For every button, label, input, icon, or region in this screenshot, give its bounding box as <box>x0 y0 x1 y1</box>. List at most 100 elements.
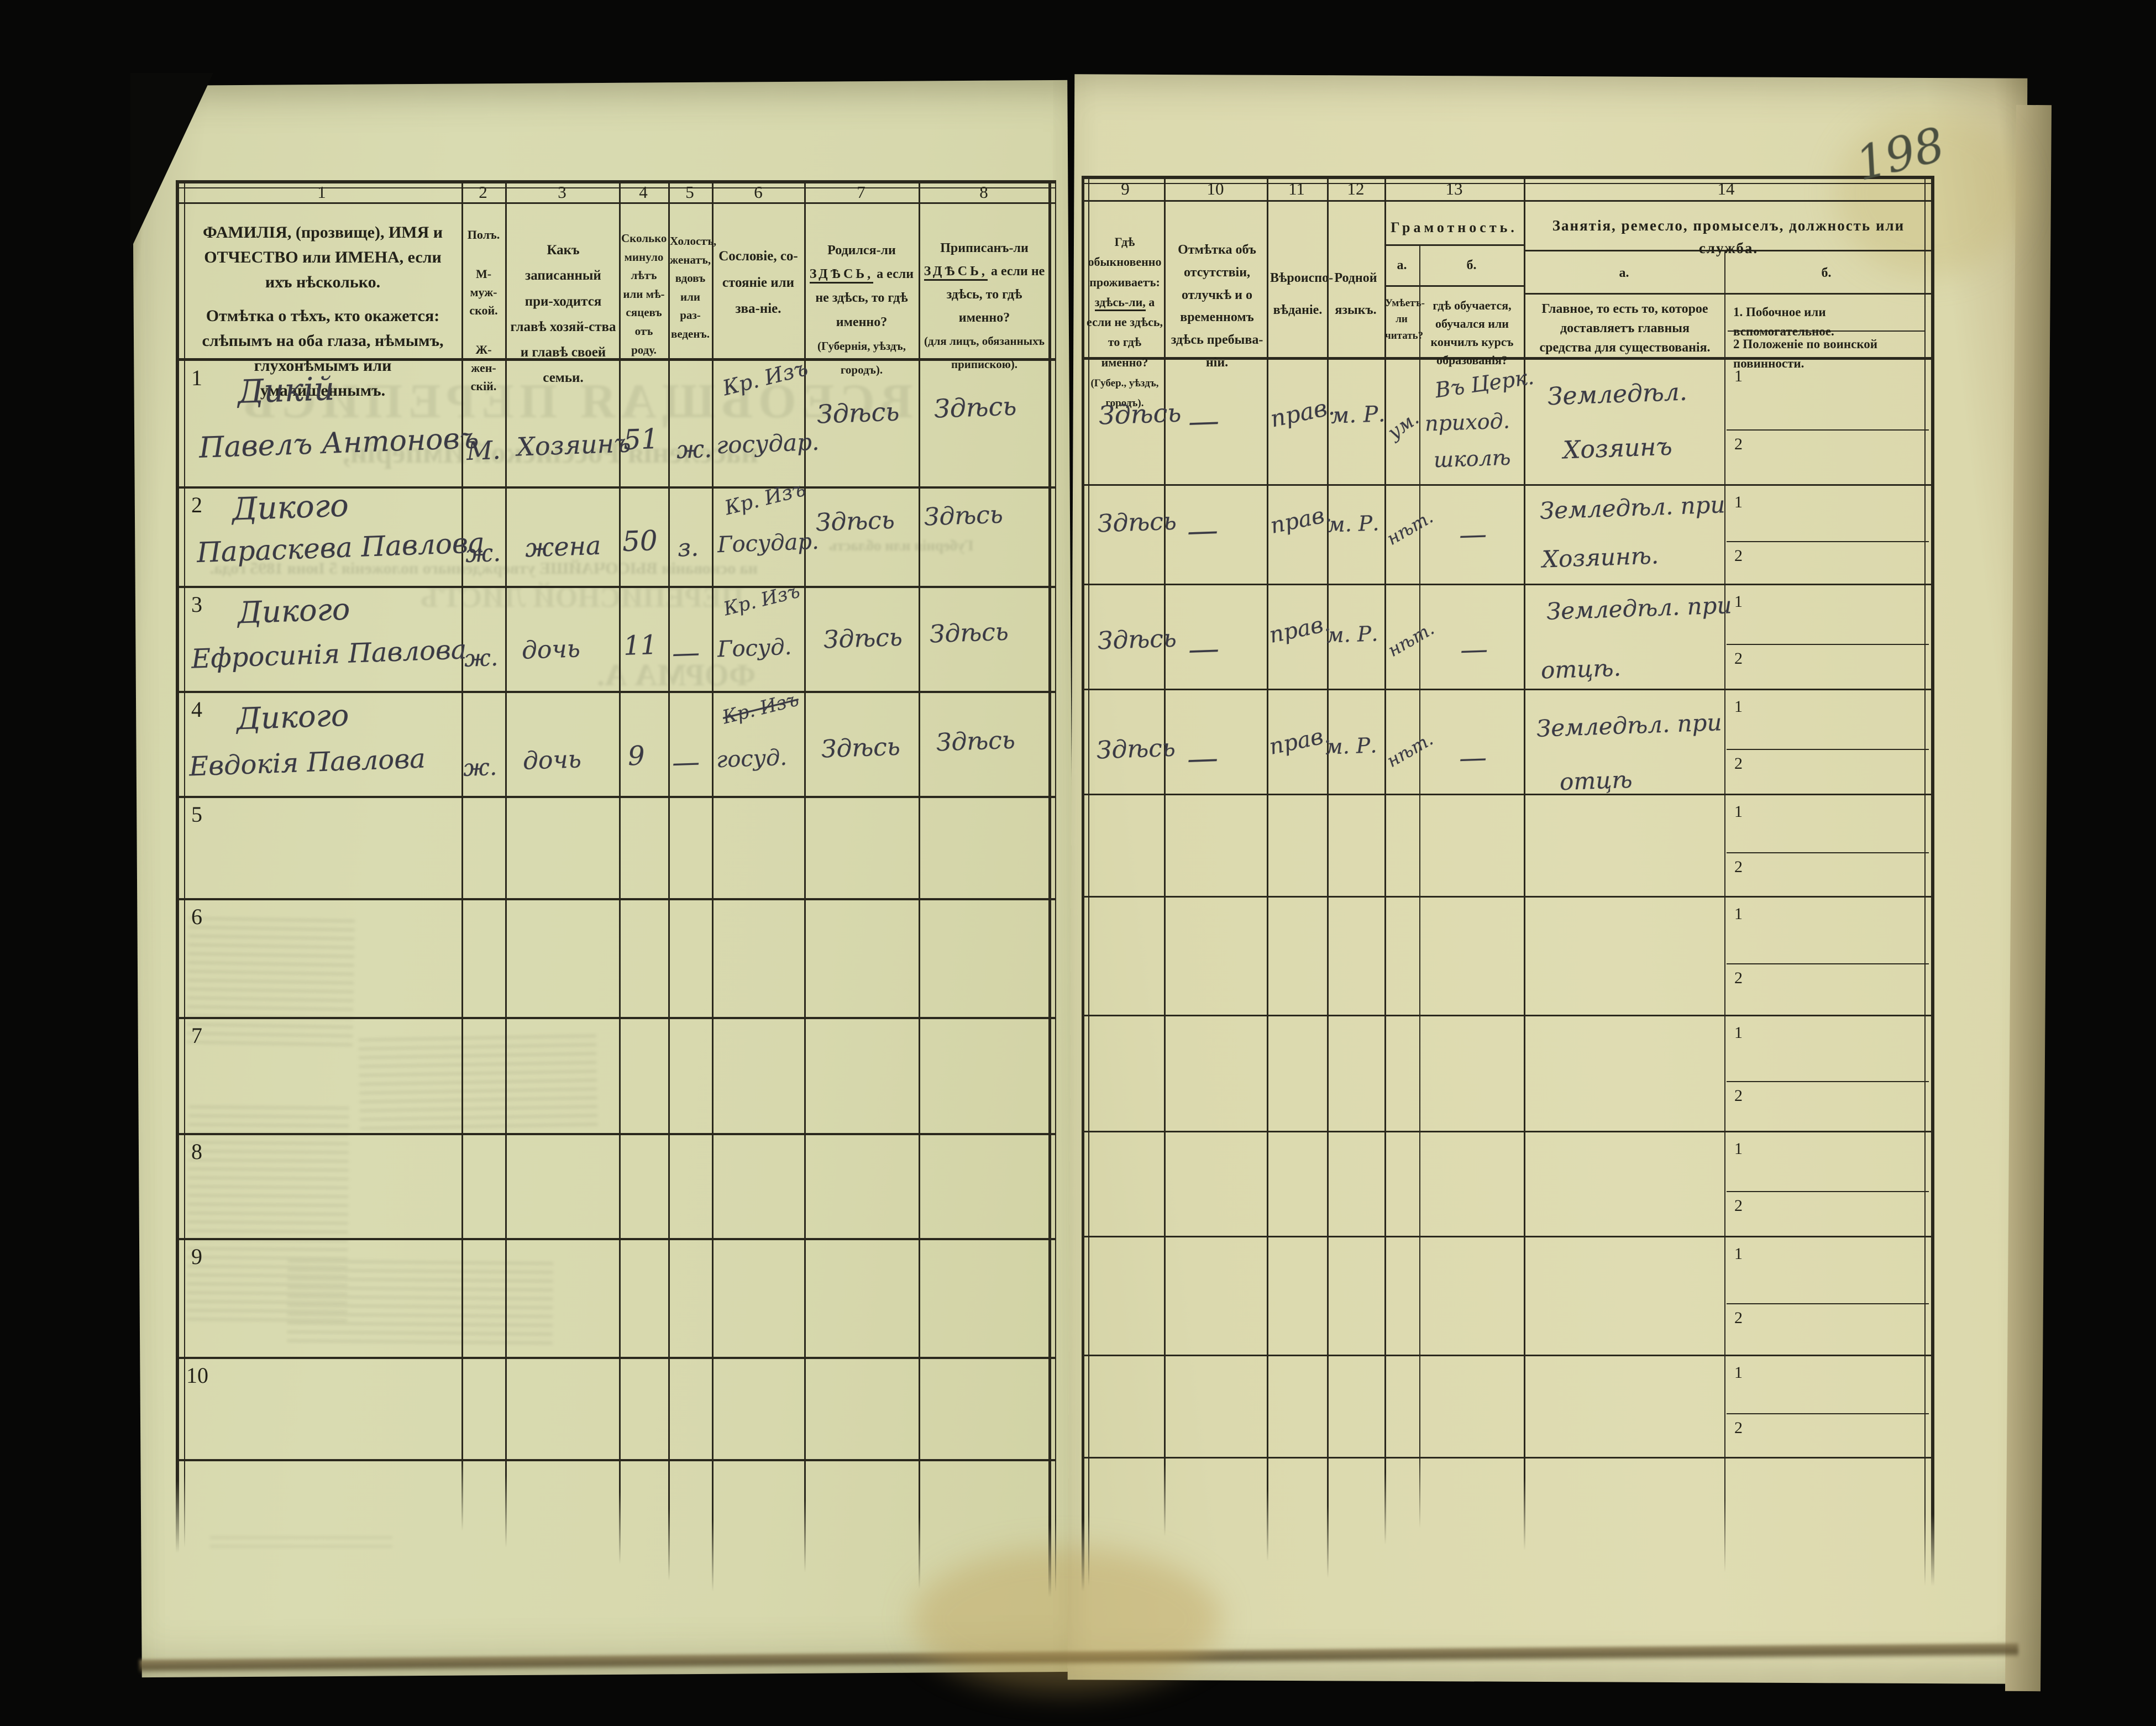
cell-born: Здѣсь <box>815 506 895 537</box>
grid-line <box>1384 285 1524 287</box>
header-col8-emph: ЗДѢСЬ, <box>924 264 988 281</box>
column-number: 2 <box>479 182 487 202</box>
header-col2-female: Ж-жен-скій. <box>470 343 497 393</box>
header-col9-emph: здѣсь-ли, <box>1094 295 1146 311</box>
sub-number-1: 1 <box>1734 697 1743 716</box>
header-col3: Какъ записанный при-ходится главѣ хозяй-… <box>510 243 616 386</box>
cell-registered: Здѣсь <box>929 617 1009 649</box>
cell-registered: Здѣсь <box>936 726 1016 757</box>
grid-line <box>804 182 806 1572</box>
cell-estate: Госуд. <box>717 634 793 663</box>
header-col13b-text: гдѣ обучается, обучался или кончилъ курс… <box>1430 298 1514 367</box>
paper-stain <box>912 1547 1221 1691</box>
grid-line <box>1419 244 1420 1528</box>
sub-number-2: 2 <box>1734 649 1743 668</box>
cell-marital: ж. <box>676 434 712 465</box>
cell-education: — <box>1459 518 1487 551</box>
cell-language: м. Р. <box>1327 511 1380 537</box>
grid-line <box>176 202 1056 204</box>
header-col2: Полъ. М-муж-ской. Ж-жен-скій. <box>463 225 504 395</box>
grid-line <box>176 691 1056 693</box>
sub-number-1: 1 <box>1734 592 1743 611</box>
sub-number-2: 2 <box>1734 1309 1743 1327</box>
grid-line <box>176 1357 1056 1359</box>
row-number: 2 <box>191 492 202 517</box>
column-number: 10 <box>1206 179 1224 198</box>
cell-age: 9 <box>627 740 646 772</box>
sub-number-2: 2 <box>1734 858 1743 876</box>
cell-registered: Здѣсь <box>924 500 1004 532</box>
sub-number-2: 2 <box>1734 969 1743 987</box>
header-col1-main: ФАМИЛІЯ, (прозвище), ИМЯ и ОТЧЕСТВО или … <box>202 223 443 291</box>
grid-line <box>1384 178 1386 1545</box>
sub-number-1: 1 <box>1734 493 1743 511</box>
header-col8-rest: а если не здѣсь, то гдѣ именно? <box>946 264 1045 325</box>
grid-line <box>176 898 1056 900</box>
grid-line <box>1082 1015 1934 1016</box>
header-col5: Холостъ, женатъ, вдовъ или раз-веденъ. <box>670 234 717 340</box>
row-number: 6 <box>191 904 202 929</box>
header-col8-note: (для лицъ, обязанныхъ припискою). <box>924 334 1045 371</box>
cell-resides: Здѣсь <box>1097 624 1177 655</box>
cell-sex: ж. <box>465 538 501 569</box>
grid-line <box>176 796 1056 798</box>
grid-line <box>1524 293 1931 295</box>
grid-line <box>1082 176 1084 1592</box>
cell-surname: Дикого <box>235 697 350 737</box>
column-number: 12 <box>1347 179 1365 198</box>
header-col10: Отмѣтка объ отсутствіи, отлучкѣ и о врем… <box>1171 243 1263 370</box>
sub-number-1: 1 <box>1734 1245 1743 1263</box>
grid-line <box>176 1459 1056 1461</box>
grid-line <box>1082 794 1934 795</box>
grid-line <box>1082 896 1934 898</box>
cell-resides: Здѣсь <box>1096 733 1176 765</box>
header-col9: Гдѣ обыкновенно проживаетъ: здѣсь-ли, а … <box>1087 232 1163 413</box>
header-col9-rest: а если не здѣсь, то гдѣ именно? <box>1087 295 1163 369</box>
sub-number-1: 1 <box>1734 802 1743 821</box>
column-number: 8 <box>979 182 988 202</box>
cell-sex: ж. <box>463 753 497 782</box>
column-number: 6 <box>754 182 763 202</box>
grid-line <box>1088 176 1089 1586</box>
grid-line <box>1082 176 1934 179</box>
cell-estate: государ. <box>716 428 820 459</box>
header-col7: Родился-ли ЗДѢСЬ, а если не здѣсь, то гд… <box>808 239 915 382</box>
grid-line <box>176 187 1056 188</box>
cell-born: Здѣсь <box>823 623 903 654</box>
grid-line <box>176 586 1056 588</box>
cell-resides: Здѣсь <box>1097 507 1177 538</box>
grid-line <box>1728 330 1924 332</box>
sub-number-1: 1 <box>1734 1024 1743 1042</box>
header-col14a-text: Главное, то есть то, которое доставляетъ… <box>1539 302 1711 355</box>
ink-smudge <box>210 1531 392 1547</box>
cell-occupation: Хозяинъ <box>1562 432 1673 465</box>
header-col13b-label: б. <box>1466 258 1477 272</box>
cell-absence: — <box>1187 631 1220 668</box>
sub-number-1: 1 <box>1734 905 1743 923</box>
grid-line <box>668 182 670 1581</box>
row-number: 5 <box>191 802 202 827</box>
cell-occupation: отцѣ <box>1559 765 1633 796</box>
sub-number-1: 1 <box>1734 1363 1743 1382</box>
grid-line <box>176 1133 1056 1135</box>
column-number: 4 <box>639 182 648 202</box>
header-col6: Сословіе, со-стояніе или зва-ніе. <box>718 249 798 316</box>
grid-line <box>1727 1081 1929 1082</box>
grid-line <box>712 182 714 1592</box>
cell-marital: — <box>672 636 700 669</box>
cell-occupation: отцѣ. <box>1540 654 1622 684</box>
grid-line <box>176 1238 1056 1240</box>
cell-language: м. Р. <box>1325 733 1378 759</box>
row-number: 1 <box>191 365 202 390</box>
grid-line <box>919 182 920 1589</box>
grid-line <box>176 1017 1056 1019</box>
bleedthrough-text: Губернія или область <box>829 537 974 554</box>
header-col4: Сколько минуло лѣтъ или мѣ-сяцевъ отъ ро… <box>621 232 667 356</box>
cell-relation: дочь <box>522 745 582 775</box>
row-number: 9 <box>191 1244 202 1269</box>
grid-line <box>184 180 185 1547</box>
header-col13a-text: Умѣетъ-ли читать? <box>1385 297 1425 342</box>
row-number: 7 <box>191 1023 202 1048</box>
cell-absence: — <box>1186 512 1219 549</box>
